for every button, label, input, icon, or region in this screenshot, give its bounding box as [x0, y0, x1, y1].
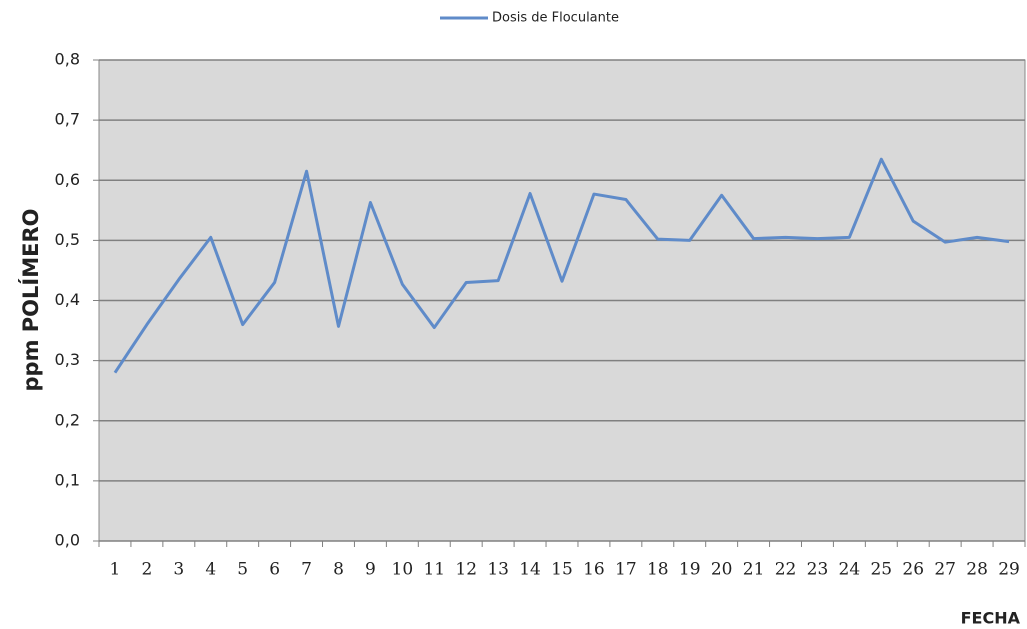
y-tick-label: 0,2	[55, 410, 80, 429]
y-tick-label: 0,0	[55, 531, 80, 550]
x-tick-label: 12	[455, 560, 477, 580]
x-tick-label: 15	[551, 560, 573, 580]
x-tick-label: 8	[333, 560, 344, 580]
x-tick-label: 19	[679, 560, 701, 580]
x-tick-label: 2	[141, 560, 152, 580]
x-tick-label: 6	[269, 560, 280, 580]
x-tick-label: 11	[423, 560, 445, 580]
x-axis-label: FECHA	[961, 609, 1021, 628]
x-tick-label: 18	[647, 560, 669, 580]
x-tick-label: 22	[775, 560, 797, 580]
y-tick-label: 0,7	[55, 110, 80, 129]
x-tick-label: 13	[487, 560, 509, 580]
y-tick-label: 0,1	[55, 470, 80, 489]
x-tick-label: 26	[902, 560, 924, 580]
x-tick-label: 3	[173, 560, 184, 580]
x-tick-label: 5	[237, 560, 248, 580]
y-tick-label: 0,3	[55, 350, 80, 369]
y-tick-label: 0,8	[55, 50, 80, 69]
y-tick-label: 0,6	[55, 170, 80, 189]
x-tick-label: 28	[966, 560, 988, 580]
x-tick-label: 10	[392, 560, 414, 580]
x-tick-label: 9	[365, 560, 376, 580]
x-tick-label: 29	[998, 560, 1020, 580]
legend-label: Dosis de Floculante	[492, 11, 619, 26]
x-tick-label: 20	[711, 560, 733, 580]
x-tick-label: 17	[615, 560, 637, 580]
x-tick-label: 1	[110, 560, 121, 580]
x-tick-label: 21	[743, 560, 765, 580]
y-axis-label: ppm POLÍMERO	[18, 209, 43, 392]
x-tick-label: 24	[839, 560, 861, 580]
data-line	[113, 157, 1010, 374]
y-tick-label: 0,5	[55, 230, 80, 249]
x-tick-label: 27	[934, 560, 956, 580]
x-tick-label: 16	[583, 560, 605, 580]
y-tick-label: 0,4	[55, 290, 80, 309]
x-tick-label: 7	[301, 560, 312, 580]
x-tick-label: 4	[205, 560, 216, 580]
x-tick-label: 14	[519, 560, 541, 580]
x-tick-label: 23	[807, 560, 829, 580]
x-tick-label: 25	[870, 560, 892, 580]
